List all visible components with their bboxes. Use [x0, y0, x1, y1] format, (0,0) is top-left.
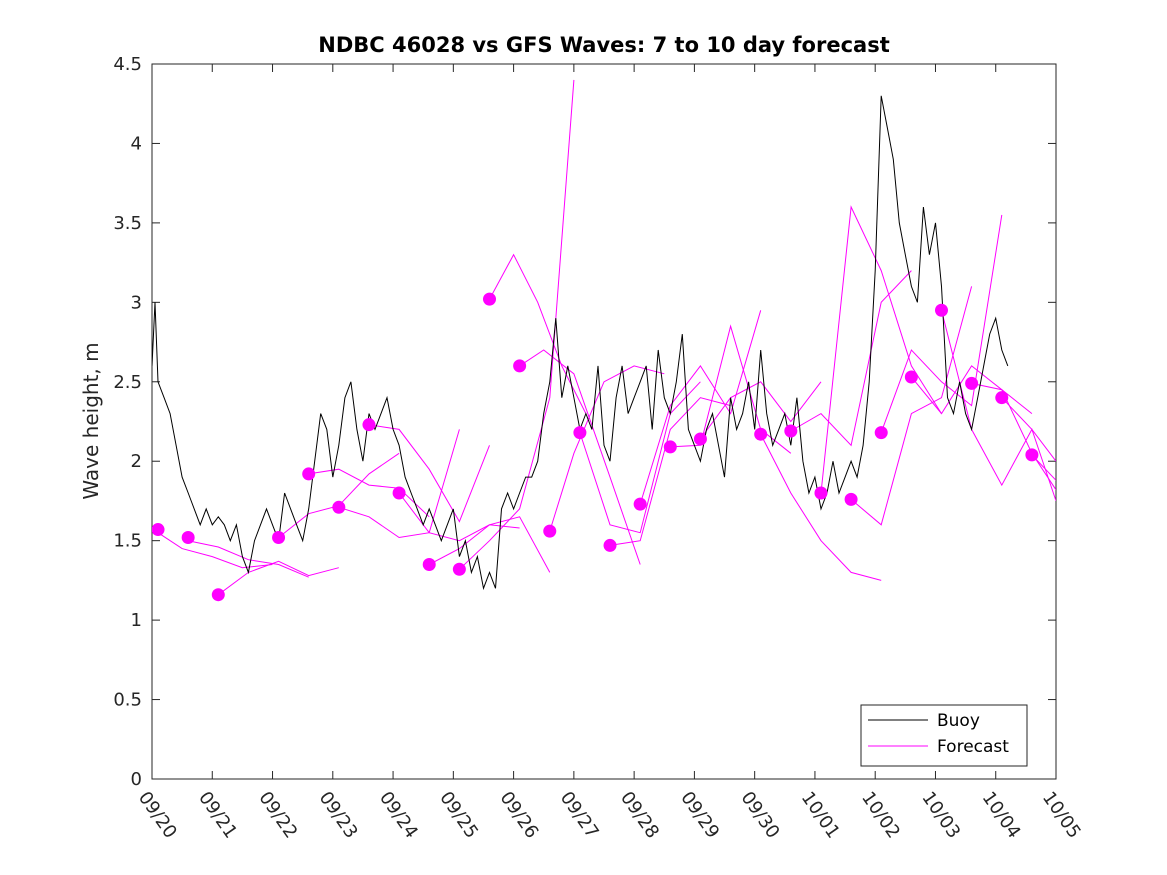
x-tick-label: 10/03 — [917, 788, 964, 843]
forecast-point — [754, 427, 768, 441]
y-tick-label: 4.5 — [113, 54, 142, 75]
forecast-point — [814, 486, 828, 500]
forecast-point — [332, 500, 346, 514]
legend-buoy-label: Buoy — [937, 711, 980, 731]
x-tick-label: 09/29 — [676, 788, 723, 843]
forecast-line — [911, 365, 1033, 415]
forecast-point — [513, 359, 527, 373]
forecast-line — [880, 214, 1003, 433]
y-tick-label: 4 — [131, 133, 142, 154]
forecast-point — [904, 370, 918, 384]
forecast-line — [519, 349, 641, 565]
x-tick-label: 10/05 — [1038, 788, 1085, 843]
forecast-line — [188, 540, 309, 578]
forecast-point — [633, 497, 647, 511]
x-tick-label: 10/02 — [857, 788, 904, 843]
forecast-line — [1001, 397, 1056, 462]
forecast-point — [1025, 448, 1039, 462]
forecast-line — [609, 397, 731, 546]
forecast-line — [699, 381, 822, 440]
forecast-line — [489, 253, 587, 414]
forecast-line — [850, 286, 973, 526]
forecast-line — [760, 433, 882, 581]
forecast-point — [663, 440, 677, 454]
y-tick-label: 1.5 — [113, 531, 142, 552]
forecast-line — [308, 468, 430, 518]
y-tick-label: 2.5 — [113, 372, 142, 393]
x-tick-label: 09/23 — [315, 788, 362, 843]
forecast-line — [338, 429, 460, 539]
forecast-line — [459, 79, 575, 570]
forecast-line — [549, 365, 665, 532]
x-tick-label: 09/26 — [496, 788, 543, 843]
forecast-line — [428, 516, 551, 573]
forecast-point — [211, 588, 225, 602]
x-tick-label: 09/24 — [375, 788, 422, 843]
forecast-point — [603, 538, 617, 552]
forecast-point — [693, 432, 707, 446]
forecast-point — [934, 303, 948, 317]
forecast-point — [302, 467, 316, 481]
legend-forecast-label: Forecast — [937, 737, 1009, 757]
y-tick-label: 0.5 — [113, 690, 142, 711]
forecast-point — [995, 391, 1009, 405]
forecast-line — [218, 560, 339, 596]
forecast-point — [392, 486, 406, 500]
x-tick-label: 09/21 — [194, 788, 241, 843]
forecast-line — [398, 492, 520, 542]
forecast-line — [820, 205, 942, 494]
x-tick-label: 10/04 — [978, 788, 1025, 843]
y-ticks: 0 0.5 1 1.5 2 2.5 3 3.5 4 4.5 — [113, 54, 1056, 790]
x-tick-label: 10/01 — [797, 788, 844, 843]
forecast-point — [874, 426, 888, 440]
y-tick-label: 0 — [131, 769, 142, 790]
chart-title: NDBC 46028 vs GFS Waves: 7 to 10 day for… — [318, 33, 889, 57]
y-tick-label: 3.5 — [113, 213, 142, 234]
forecast-line — [368, 424, 490, 523]
x-tick-label: 09/20 — [134, 788, 181, 843]
forecast-line — [157, 532, 273, 569]
forecast-point — [844, 492, 858, 506]
x-tick-label: 09/27 — [556, 788, 603, 843]
legend-box — [860, 704, 1028, 767]
forecast-point — [573, 426, 587, 440]
x-tick-label: 09/22 — [254, 788, 301, 843]
forecast-line — [971, 382, 1056, 491]
forecast-line — [579, 381, 701, 534]
forecast-point — [452, 562, 466, 576]
forecast-line — [639, 310, 762, 505]
forecast-point — [362, 418, 376, 432]
x-tick-label: 09/28 — [616, 788, 663, 843]
x-tick-label: 09/30 — [737, 788, 784, 843]
forecast-point — [422, 558, 436, 571]
forecast-point — [482, 292, 496, 306]
forecast-point — [784, 424, 798, 438]
plot-series — [152, 79, 1056, 602]
y-tick-label: 1 — [131, 610, 142, 631]
forecast-point — [543, 524, 557, 538]
y-tick-label: 3 — [131, 292, 142, 313]
y-axis-label: Wave height, m — [79, 342, 103, 499]
buoy-line — [152, 95, 1009, 591]
forecast-point — [152, 523, 165, 537]
forecast-point — [272, 530, 286, 544]
plot-area — [151, 63, 1057, 780]
forecast-line — [790, 270, 912, 447]
y-tick-label: 2 — [131, 451, 142, 472]
forecast-point — [181, 530, 195, 544]
forecast-point — [965, 376, 979, 390]
legend: Buoy Forecast — [860, 704, 1028, 767]
x-tick-label: 09/25 — [435, 788, 482, 843]
